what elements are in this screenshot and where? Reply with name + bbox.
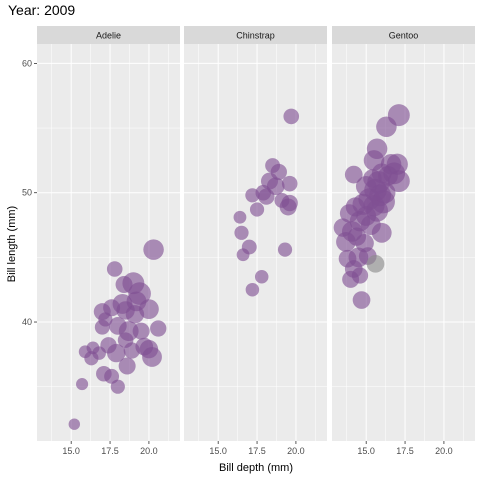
data-point [283, 108, 300, 125]
y-tick-label: 60 [22, 58, 32, 68]
data-point [245, 282, 260, 297]
x-axis-title: Bill depth (mm) [219, 462, 293, 474]
data-point [281, 175, 298, 192]
data-point [103, 299, 121, 317]
data-point [274, 193, 290, 208]
data-point [249, 202, 265, 217]
data-point [110, 379, 125, 394]
data-point [376, 116, 397, 138]
data-point [363, 169, 382, 188]
facet-chinstrap: Chinstrap 15.0 17.5 20.0 [184, 26, 327, 456]
data-point [68, 418, 81, 430]
data-point [265, 158, 281, 174]
data-point [234, 225, 249, 240]
data-point [98, 312, 113, 327]
data-point [108, 317, 127, 335]
data-point [236, 248, 250, 262]
data-point [118, 357, 136, 375]
data-point [117, 332, 134, 348]
strip-label: Gentoo [389, 31, 419, 41]
facet-adelie: Adelie 15.0 17.5 20.0 [37, 26, 180, 456]
x-tick-label: 17.5 [248, 446, 266, 456]
y-tick-label: 40 [22, 317, 32, 327]
x-tick-label: 15.0 [62, 446, 80, 456]
y-tick-label: 50 [22, 188, 32, 198]
data-point [344, 165, 363, 184]
data-point [233, 210, 247, 224]
strip-background [37, 26, 180, 44]
data-point [277, 242, 293, 257]
panel-background [184, 44, 327, 441]
data-point [351, 267, 369, 284]
chart-title: Year: 2009 [8, 2, 75, 18]
data-point [366, 254, 385, 273]
x-tick-label: 20.0 [287, 446, 305, 456]
x-tick-label: 20.0 [140, 446, 158, 456]
y-axis-title: Bill length (mm) [6, 206, 18, 282]
strip-background [184, 26, 327, 44]
x-tick-label: 15.0 [357, 446, 375, 456]
x-tick-label: 15.0 [209, 446, 227, 456]
x-tick-label: 20.0 [435, 446, 453, 456]
data-point [143, 239, 164, 260]
data-point [352, 291, 371, 309]
facet-gentoo: Gentoo 15.0 17.5 20.0 [332, 26, 475, 456]
y-axis: 40 50 60 [22, 58, 37, 327]
data-point [125, 305, 145, 324]
strip-label: Chinstrap [236, 31, 275, 41]
data-point [150, 320, 167, 337]
data-point [333, 218, 353, 237]
strip-label: Adelie [96, 31, 121, 41]
data-point [378, 166, 398, 186]
data-point [254, 270, 269, 284]
data-point [374, 182, 396, 204]
data-point [366, 138, 388, 159]
data-point [132, 322, 150, 340]
strip-background [332, 26, 475, 44]
data-point [86, 341, 100, 355]
data-point [115, 276, 133, 294]
data-point [339, 204, 359, 223]
data-point [106, 261, 123, 277]
data-point [245, 188, 260, 203]
data-point [76, 378, 89, 391]
data-point [255, 184, 272, 201]
x-tick-label: 17.5 [396, 446, 414, 456]
x-tick-label: 17.5 [101, 446, 119, 456]
data-point [371, 222, 392, 243]
